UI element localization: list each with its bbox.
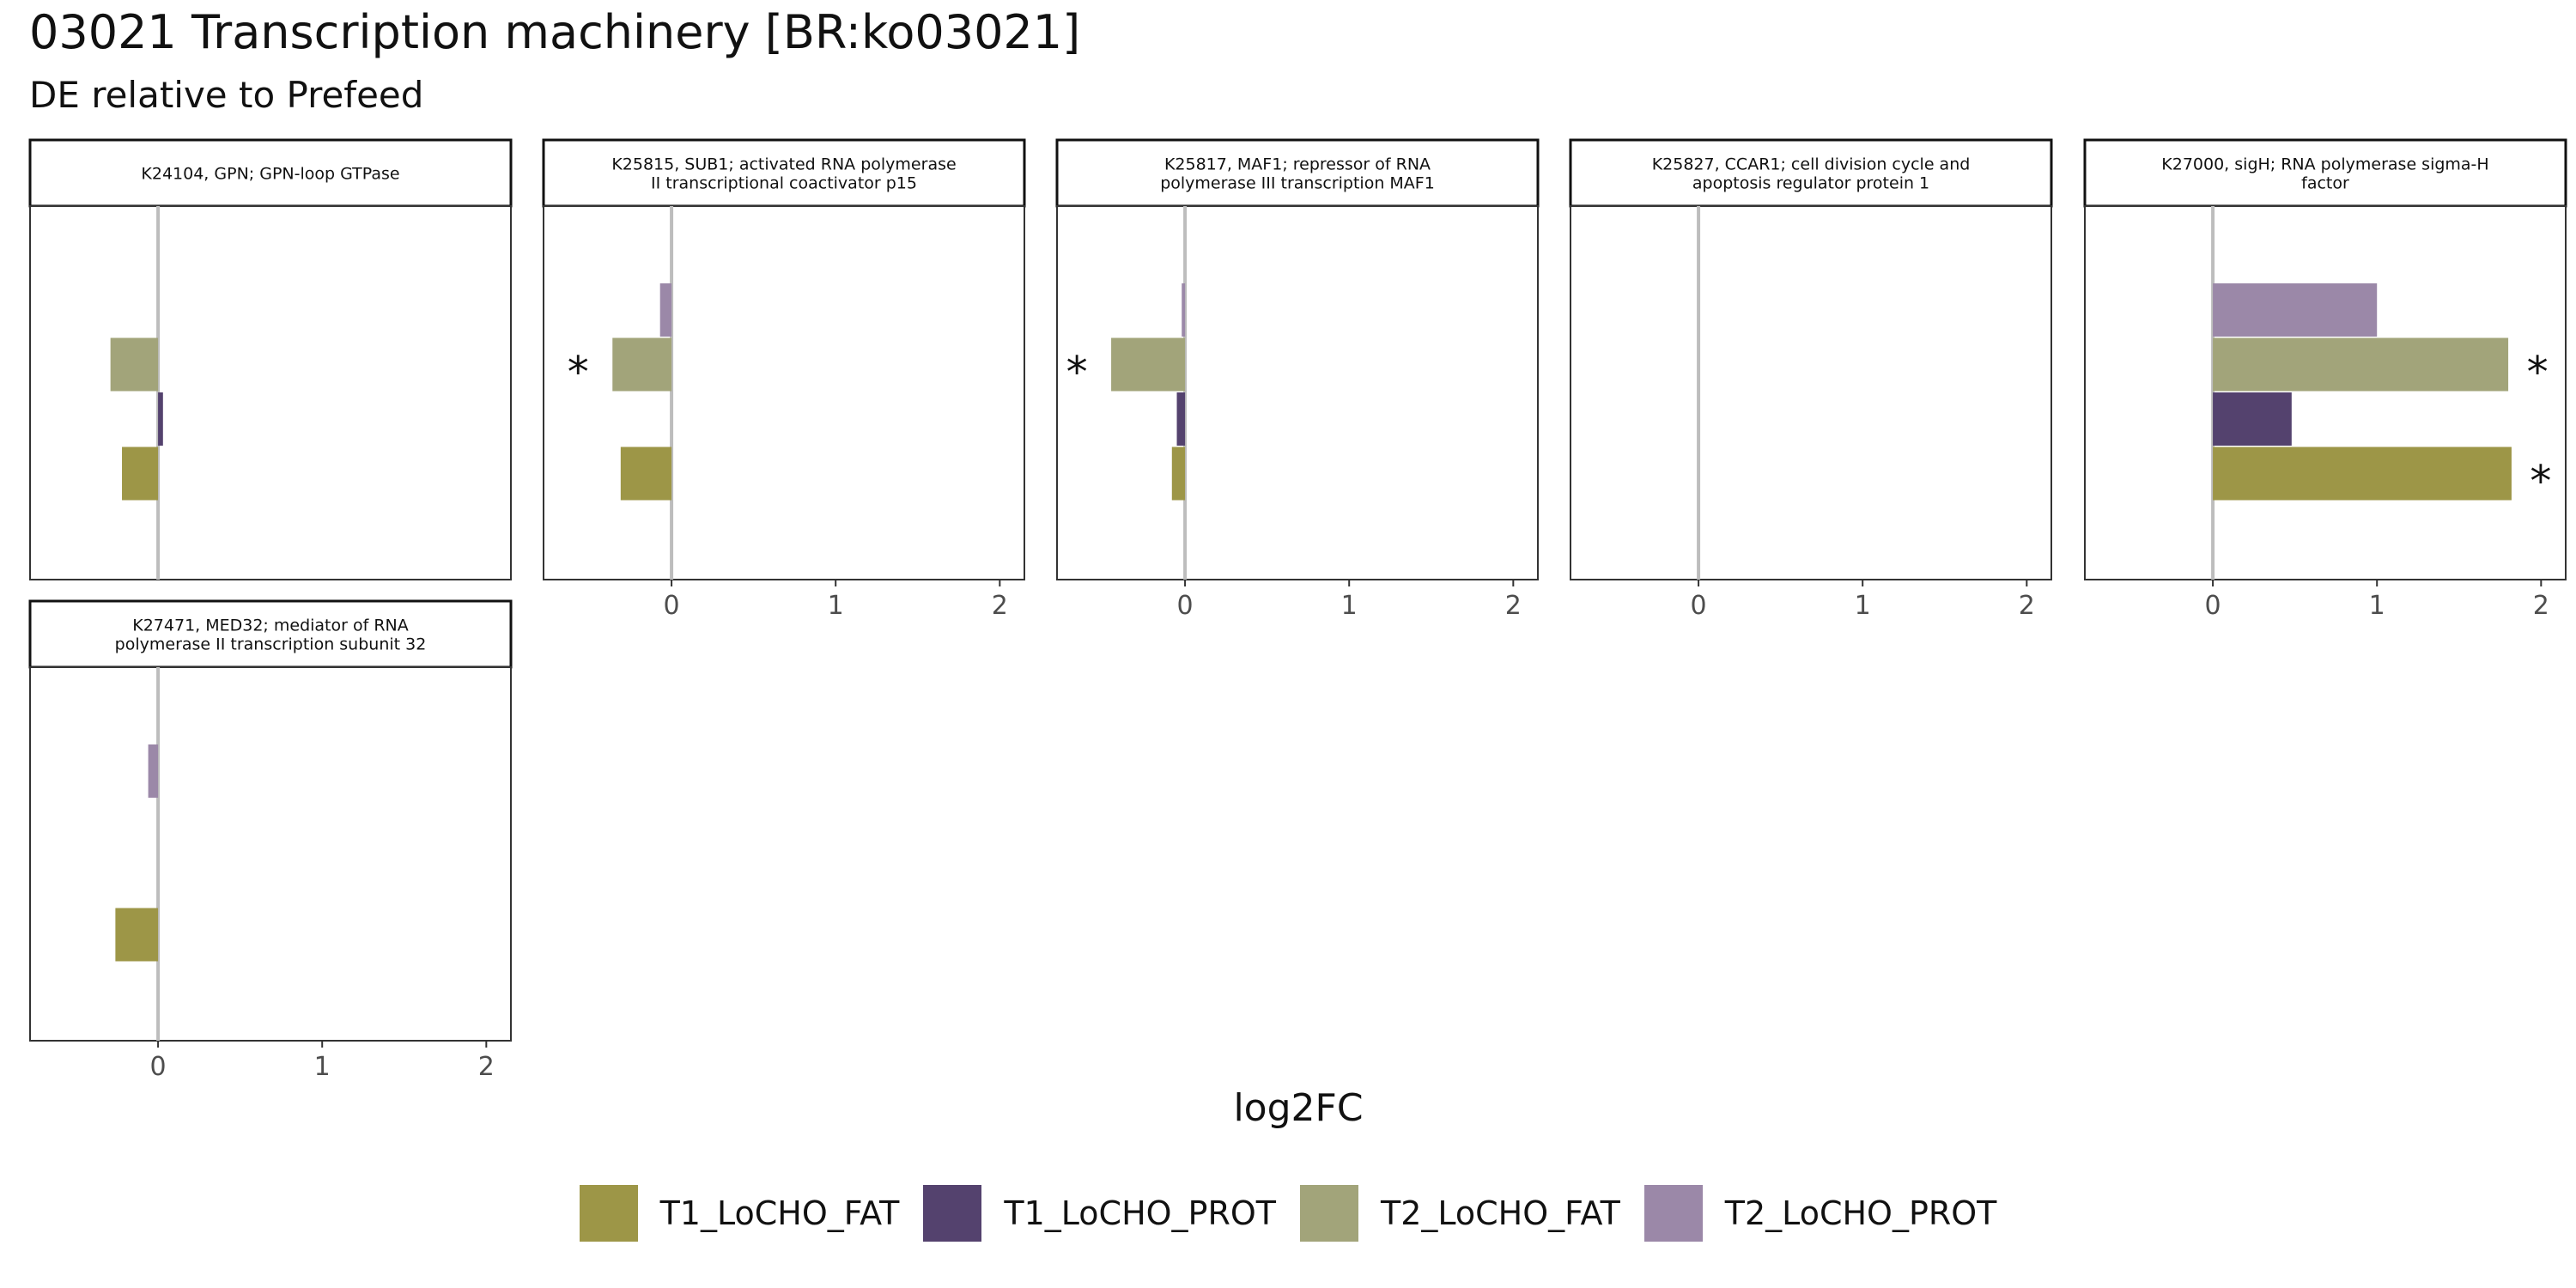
panel-label: K25817, MAF1; repressor of RNA xyxy=(1164,155,1431,174)
x-tick-label: 1 xyxy=(2369,591,2385,621)
panel-strip xyxy=(28,599,513,669)
bar-t2-locho-fat xyxy=(612,337,672,392)
panel-label: apoptosis regulator protein 1 xyxy=(1692,174,1929,193)
bar-t2-locho-prot xyxy=(1182,283,1186,337)
bar-t1-locho-fat xyxy=(620,447,672,501)
bar-t2-locho-fat xyxy=(110,337,159,392)
panel-frame xyxy=(1056,205,1539,580)
legend-item: T1_LoCHO_PROT xyxy=(923,1185,1276,1242)
panel-frame xyxy=(543,205,1025,580)
panel-label: polymerase III transcription MAF1 xyxy=(1160,174,1435,193)
bar-t2-locho-prot xyxy=(148,744,159,798)
legend-swatch xyxy=(579,1185,638,1242)
x-tick-label: 0 xyxy=(150,1052,167,1082)
bar-t1-locho-fat xyxy=(122,447,159,501)
legend-label: T2_LoCHO_FAT xyxy=(1381,1194,1620,1232)
bar-t1-locho-fat xyxy=(115,908,159,962)
x-tick-label: 1 xyxy=(828,591,844,621)
legend: T1_LoCHO_FAT T1_LoCHO_PROT T2_LoCHO_FAT T2_… xyxy=(0,1185,2576,1242)
panel-label: factor xyxy=(2301,174,2349,193)
legend-item: T1_LoCHO_FAT xyxy=(579,1185,900,1242)
x-tick-label: 2 xyxy=(2019,591,2035,621)
panel-strip xyxy=(1569,138,2053,208)
bar-t2-locho-fat xyxy=(1111,337,1186,392)
x-tick-label: 1 xyxy=(1341,591,1358,621)
bar-t1-locho-prot xyxy=(2213,392,2292,446)
legend-label: T2_LoCHO_PROT xyxy=(1724,1194,1997,1232)
x-axis-title: log2FC xyxy=(1233,1086,1363,1130)
legend-swatch xyxy=(923,1185,982,1242)
x-tick-label: 1 xyxy=(1855,591,1871,621)
panel-frame xyxy=(29,666,512,1042)
panel-label: K25827, CCAR1; cell division cycle and xyxy=(1652,155,1971,174)
significance-marker: * xyxy=(2527,348,2549,398)
x-tick-label: 1 xyxy=(314,1052,331,1082)
x-tick-label: 2 xyxy=(478,1052,495,1082)
panel-frame xyxy=(29,205,512,580)
x-tick-label: 0 xyxy=(664,591,680,621)
bar-t1-locho-prot xyxy=(158,392,163,446)
panel-label: K27000, sigH; RNA polymerase sigma-H xyxy=(2161,155,2488,174)
x-tick-label: 2 xyxy=(992,591,1008,621)
panel-frame xyxy=(2084,205,2567,580)
bar-t1-locho-prot xyxy=(1176,392,1186,446)
x-tick-label: 0 xyxy=(1691,591,1707,621)
legend-swatch xyxy=(1643,1185,1703,1242)
legend-swatch xyxy=(1300,1185,1358,1242)
chart-title: 03021 Transcription machinery [BR:ko0302… xyxy=(29,5,1081,59)
panel-label: K27471, MED32; mediator of RNA xyxy=(132,617,409,635)
panel-strip xyxy=(2083,138,2567,208)
x-tick-label: 0 xyxy=(2205,591,2221,621)
significance-marker: * xyxy=(1066,348,1088,398)
legend-label: T1_LoCHO_PROT xyxy=(1004,1194,1276,1232)
panel-label: II transcriptional coactivator p15 xyxy=(651,174,917,193)
significance-marker: * xyxy=(2530,457,2551,507)
panel-label: K24104, GPN; GPN-loop GTPase xyxy=(141,165,399,184)
panel-frame xyxy=(1570,205,2052,580)
bar-t1-locho-fat xyxy=(1171,447,1186,501)
panel-strip xyxy=(542,138,1026,208)
legend-label: T1_LoCHO_FAT xyxy=(659,1194,900,1232)
bar-t1-locho-fat xyxy=(2213,447,2512,501)
x-tick-label: 0 xyxy=(1177,591,1194,621)
panel-label: polymerase II transcription subunit 32 xyxy=(115,635,427,654)
bar-t2-locho-prot xyxy=(659,283,672,337)
x-tick-label: 2 xyxy=(1505,591,1522,621)
legend-item: T2_LoCHO_PROT xyxy=(1643,1185,1997,1242)
chart-subtitle: DE relative to Prefeed xyxy=(29,74,424,116)
x-tick-label: 2 xyxy=(2533,591,2549,621)
bar-t2-locho-prot xyxy=(2213,283,2378,337)
panel-label: K25815, SUB1; activated RNA polymerase xyxy=(611,155,956,174)
legend-item: T2_LoCHO_FAT xyxy=(1300,1185,1620,1242)
significance-marker: * xyxy=(568,348,589,398)
bar-t2-locho-fat xyxy=(2213,337,2509,392)
panel-strip xyxy=(1055,138,1540,208)
